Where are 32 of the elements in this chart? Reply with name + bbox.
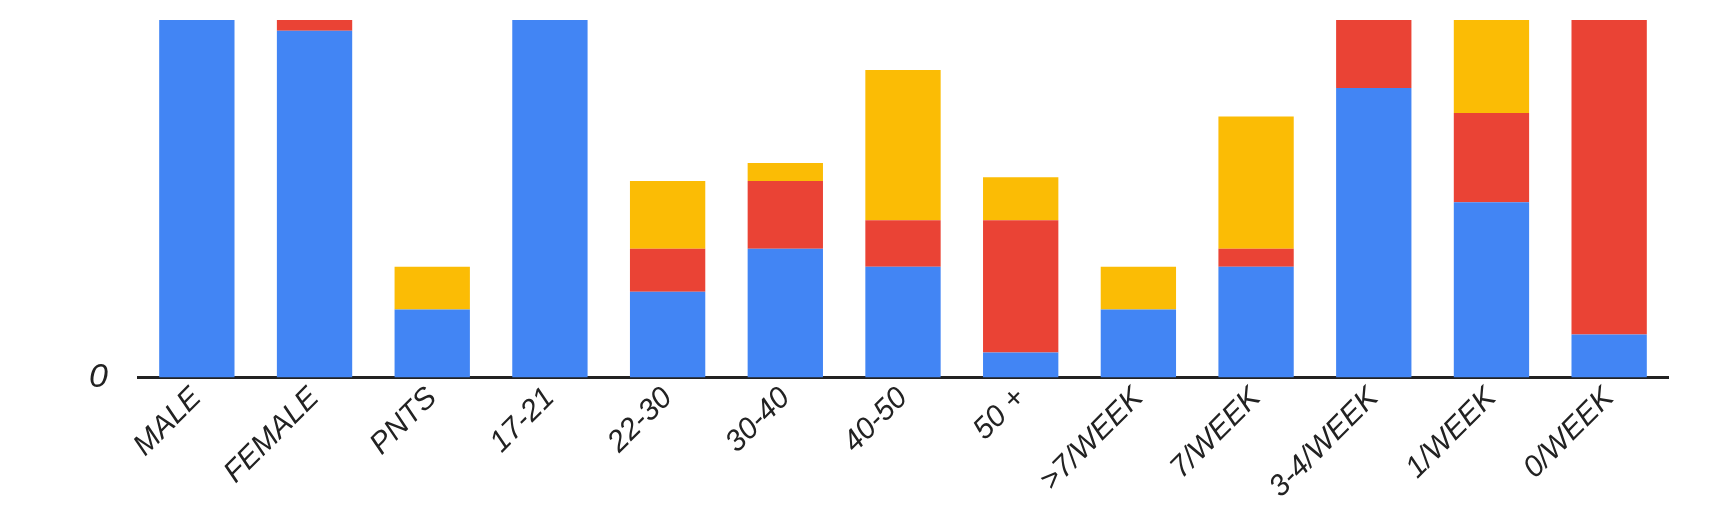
bar	[1571, 20, 1647, 335]
bar	[276, 20, 353, 31]
bar	[865, 70, 941, 221]
x-tick-label: 50 +	[965, 380, 1031, 446]
bar	[983, 177, 1059, 221]
text: 0	[89, 355, 109, 394]
bar	[747, 163, 823, 181]
bar	[1453, 202, 1530, 378]
bar	[983, 352, 1059, 378]
bar	[394, 309, 470, 378]
bar	[629, 248, 706, 292]
bar	[1453, 20, 1530, 113]
bar	[629, 180, 706, 249]
bar	[1100, 266, 1177, 310]
bar	[865, 220, 941, 267]
bar	[1218, 248, 1294, 267]
bar	[983, 220, 1059, 353]
bar	[865, 266, 941, 378]
bar	[394, 266, 470, 310]
bar	[1336, 20, 1412, 88]
bar	[1453, 112, 1530, 203]
bar	[1218, 266, 1294, 378]
bar	[747, 248, 823, 378]
bar	[276, 30, 353, 378]
bar	[159, 20, 235, 378]
bar	[1100, 309, 1177, 378]
bar	[1218, 116, 1294, 249]
bar	[1336, 87, 1412, 378]
bar	[1571, 334, 1647, 378]
bar	[747, 180, 823, 249]
bar	[512, 20, 588, 378]
bar	[629, 291, 706, 378]
